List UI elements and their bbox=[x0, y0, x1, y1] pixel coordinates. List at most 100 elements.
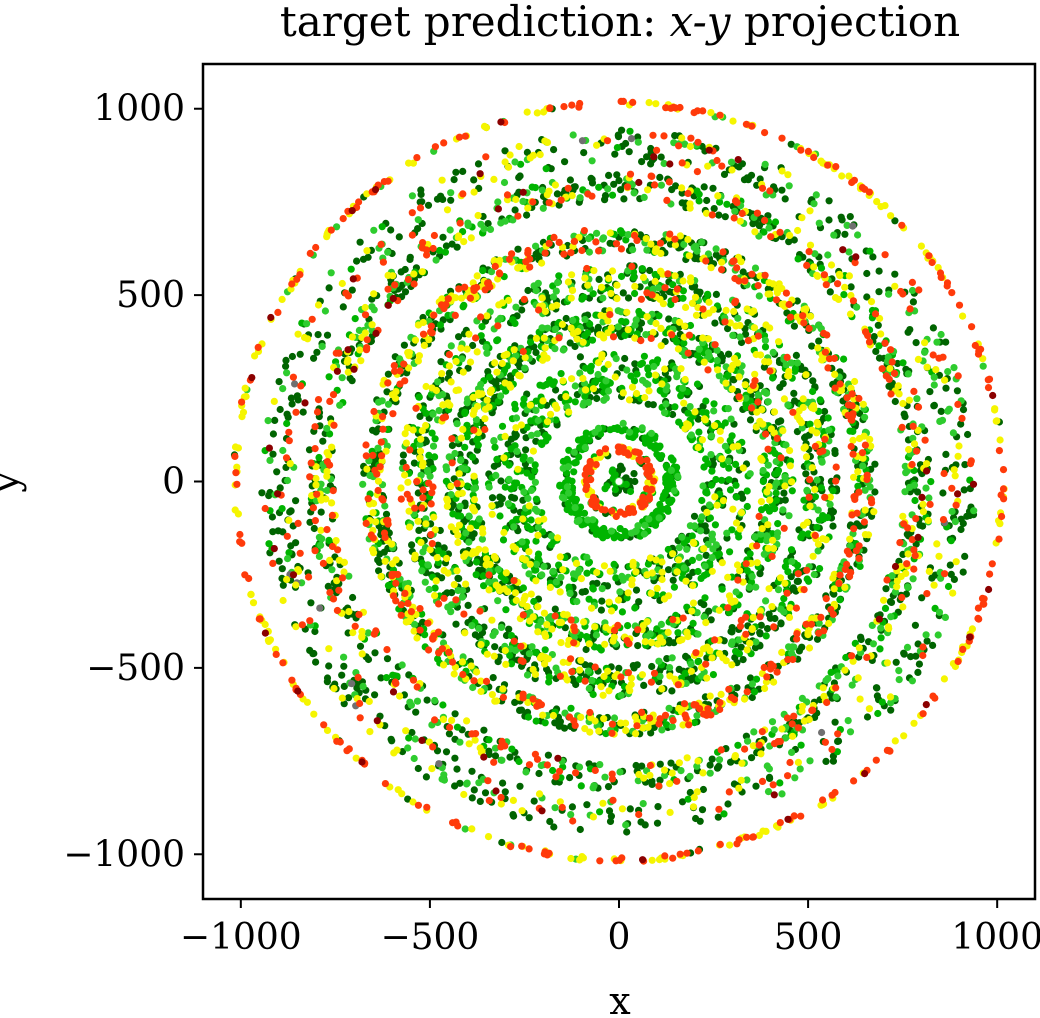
scatter-point-dark-green bbox=[780, 489, 788, 497]
scatter-point-yellow bbox=[700, 545, 708, 553]
points-layer bbox=[230, 97, 1008, 865]
scatter-point-dark-green bbox=[646, 266, 654, 275]
scatter-point-light-green bbox=[815, 219, 823, 227]
scatter-point-green bbox=[710, 400, 718, 408]
scatter-point-yellow bbox=[628, 576, 636, 584]
scatter-point-light-green bbox=[679, 384, 687, 392]
scatter-point-green bbox=[493, 455, 501, 463]
scatter-point-light-green bbox=[655, 514, 663, 522]
scatter-point-yellow bbox=[488, 502, 496, 510]
scatter-point-yellow bbox=[452, 386, 460, 395]
scatter-point-dark-green bbox=[632, 761, 640, 770]
scatter-point-light-green bbox=[283, 369, 291, 377]
scatter-point-dark-green bbox=[455, 333, 463, 341]
scatter-point-light-green bbox=[761, 336, 770, 344]
scatter-point-dark-green bbox=[694, 415, 702, 423]
scatter-point-green bbox=[589, 690, 597, 699]
scatter-point-green bbox=[635, 307, 643, 316]
scatter-point-light-green bbox=[475, 515, 483, 523]
scatter-point-green bbox=[570, 468, 578, 476]
scatter-point-dark-green bbox=[617, 186, 625, 194]
scatter-point-yellow bbox=[688, 607, 696, 615]
scatter-point-yellow bbox=[769, 536, 777, 544]
scatter-point-dark-green bbox=[323, 331, 332, 339]
scatter-point-yellow bbox=[622, 726, 630, 735]
scatter-point-light-green bbox=[279, 385, 287, 393]
scatter-point-light-green bbox=[571, 504, 579, 512]
scatter-point-yellow bbox=[553, 404, 561, 412]
scatter-point-green bbox=[636, 360, 645, 368]
scatter-point-light-green bbox=[418, 567, 426, 575]
scatter-point-dark-green bbox=[312, 658, 320, 666]
scatter-point-light-green bbox=[616, 768, 624, 776]
scatter-point-green bbox=[689, 619, 697, 628]
scatter-point-dark-green bbox=[553, 190, 562, 198]
scatter-point-light-green bbox=[859, 462, 867, 470]
scatter-point-green bbox=[543, 380, 551, 388]
scatter-point-light-green bbox=[540, 562, 548, 571]
scatter-point-light-green bbox=[662, 386, 670, 394]
scatter-point-dark-green bbox=[746, 416, 755, 424]
scatter-point-light-green bbox=[673, 373, 681, 381]
scatter-point-yellow bbox=[651, 277, 659, 285]
scatter-point-light-green bbox=[937, 330, 945, 339]
scatter-point-yellow bbox=[643, 313, 651, 321]
scatter-point-dark-green bbox=[317, 508, 325, 516]
scatter-point-light-green bbox=[788, 557, 796, 566]
scatter-point-light-green bbox=[501, 217, 509, 225]
scatter-point-yellow bbox=[629, 558, 637, 567]
scatter-point-green bbox=[436, 321, 444, 329]
scatter-point-light-green bbox=[655, 657, 663, 665]
scatter-point-green bbox=[876, 645, 884, 653]
scatter-point-yellow bbox=[491, 554, 499, 562]
scatter-point-light-green bbox=[590, 782, 598, 790]
scatter-point-light-green bbox=[421, 578, 429, 586]
scatter-point-yellow bbox=[657, 324, 665, 332]
scatter-point-light-green bbox=[601, 773, 609, 781]
scatter-point-green bbox=[874, 709, 882, 718]
scatter-point-green bbox=[583, 569, 591, 577]
scatter-point-green bbox=[523, 469, 531, 477]
scatter-point-dark-green bbox=[399, 451, 407, 459]
scatter-point-yellow bbox=[641, 394, 649, 402]
scatter-point-dark-green bbox=[518, 306, 526, 314]
scatter-point-yellow bbox=[450, 581, 458, 589]
scatter-point-light-green bbox=[803, 486, 811, 494]
scatter-point-yellow bbox=[491, 359, 499, 367]
scatter-point-yellow bbox=[749, 614, 757, 622]
scatter-point-green bbox=[734, 741, 742, 749]
scatter-point-green bbox=[542, 165, 550, 173]
scatter-point-light-green bbox=[922, 631, 930, 639]
scatter-point-green bbox=[816, 565, 824, 573]
scatter-point-dark-green bbox=[556, 721, 564, 730]
scatter-point-green bbox=[702, 397, 710, 405]
scatter-point-dark-green bbox=[914, 488, 922, 496]
scatter-point-green bbox=[527, 516, 535, 524]
scatter-point-yellow bbox=[703, 674, 711, 682]
scatter-point-dark-green bbox=[875, 288, 883, 296]
scatter-point-dark-green bbox=[522, 446, 530, 454]
scatter-point-light-green bbox=[901, 488, 909, 496]
scatter-point-yellow bbox=[705, 298, 713, 306]
scatter-point-green bbox=[531, 184, 540, 192]
scatter-point-green bbox=[519, 455, 527, 463]
scatter-point-light-green bbox=[461, 825, 469, 833]
scatter-point-light-green bbox=[552, 287, 560, 295]
scatter-point-dark-green bbox=[720, 170, 729, 178]
scatter-point-light-green bbox=[475, 624, 483, 633]
scatter-point-light-green bbox=[303, 320, 311, 328]
scatter-point-light-green bbox=[505, 475, 513, 483]
scatter-point-yellow bbox=[593, 568, 601, 577]
scatter-point-yellow bbox=[392, 556, 400, 564]
scatter-point-dark-green bbox=[375, 567, 383, 575]
scatter-point-yellow bbox=[731, 597, 739, 605]
scatter-point-green bbox=[771, 218, 780, 226]
scatter-point-green bbox=[723, 200, 731, 208]
scatter-point-dark-green bbox=[633, 661, 641, 669]
scatter-point-dark-green bbox=[815, 337, 823, 345]
scatter-point-green bbox=[454, 512, 462, 520]
scatter-point-yellow bbox=[719, 497, 728, 505]
scatter-point-green bbox=[626, 127, 634, 135]
scatter-point-green bbox=[479, 266, 487, 275]
scatter-point-light-green bbox=[431, 696, 439, 705]
